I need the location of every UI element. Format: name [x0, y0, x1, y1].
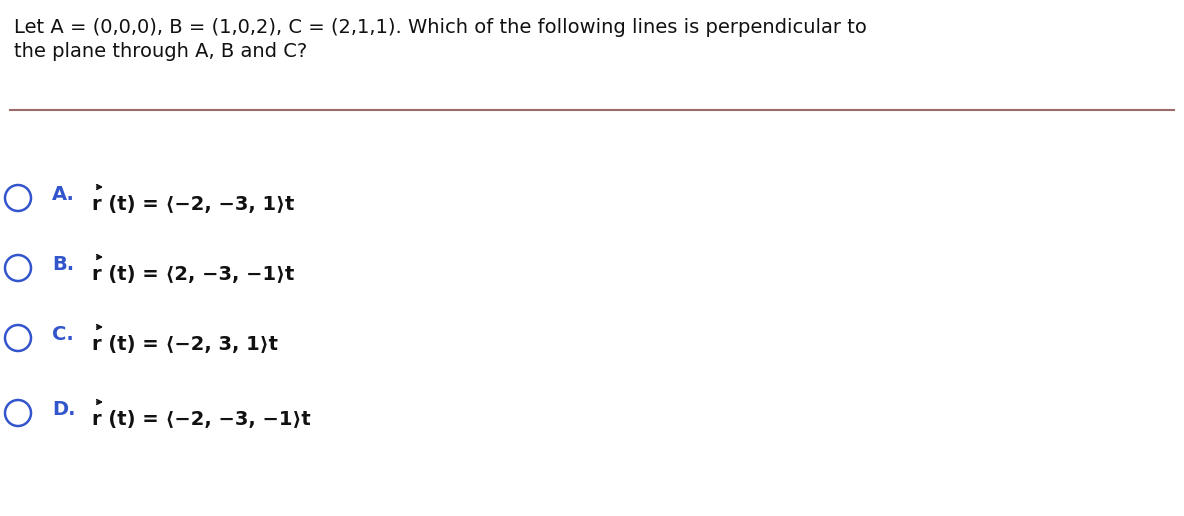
Text: r (t) = ⟨−2, 3, 1⟩t: r (t) = ⟨−2, 3, 1⟩t — [92, 335, 278, 354]
Text: r (t) = ⟨−2, −3, −1⟩t: r (t) = ⟨−2, −3, −1⟩t — [92, 410, 310, 429]
Text: Let A = (0,0,0), B = (1,0,2), C = (2,1,1). Which of the following lines is perpe: Let A = (0,0,0), B = (1,0,2), C = (2,1,1… — [14, 18, 867, 37]
Text: C.: C. — [52, 325, 73, 344]
Text: the plane through A, B and C?: the plane through A, B and C? — [14, 42, 308, 61]
Text: A.: A. — [52, 185, 75, 204]
Text: r (t) = ⟨2, −3, −1⟩t: r (t) = ⟨2, −3, −1⟩t — [92, 265, 295, 284]
Text: r (t) = ⟨−2, −3, 1⟩t: r (t) = ⟨−2, −3, 1⟩t — [92, 195, 295, 214]
Text: B.: B. — [52, 255, 75, 274]
Text: D.: D. — [52, 400, 76, 419]
